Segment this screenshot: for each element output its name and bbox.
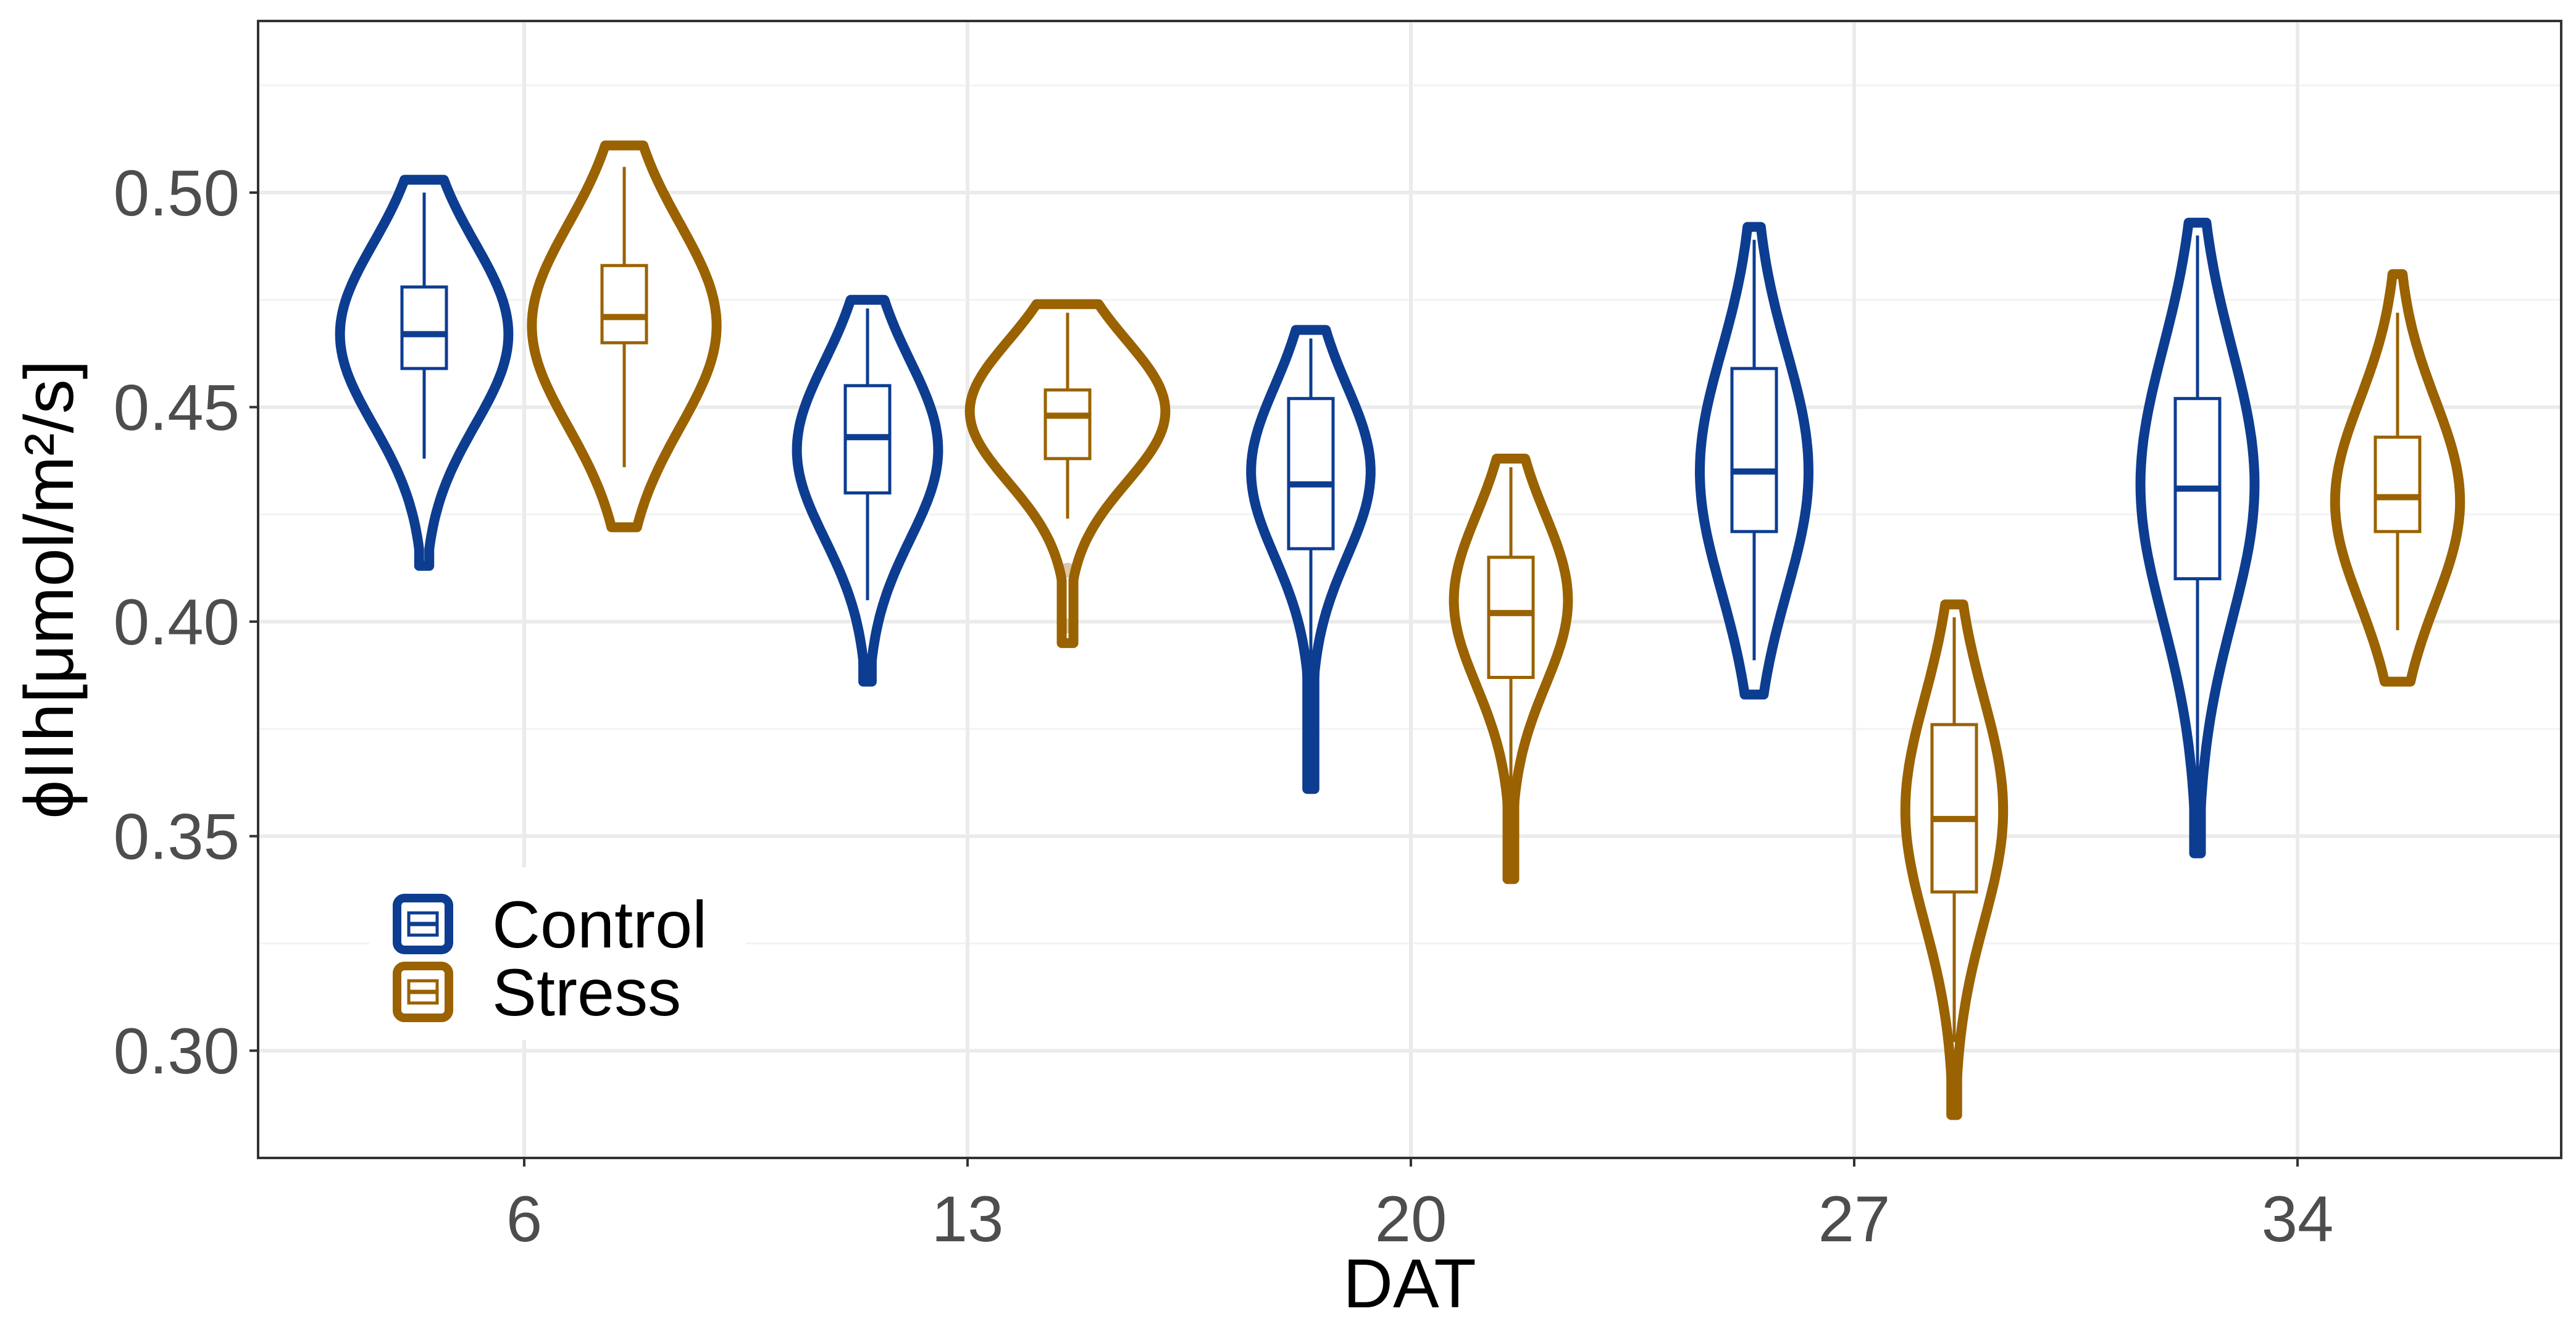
legend-key-stress bbox=[393, 962, 453, 1022]
x-tick-label: 27 bbox=[1818, 1183, 1891, 1255]
outlier-point-stress bbox=[1060, 618, 1075, 634]
violin-group-stress-20 bbox=[1449, 454, 1573, 885]
legend-keys bbox=[393, 894, 453, 1022]
box-stress bbox=[1487, 556, 1535, 679]
legend-label-control: Control bbox=[492, 887, 707, 962]
violin-group-control-34 bbox=[2135, 217, 2260, 859]
y-axis: 0.30 0.35 0.40 0.45 0.50 bbox=[114, 157, 258, 1088]
x-axis: 6 13 20 27 34 bbox=[506, 1158, 2334, 1255]
box-stress bbox=[1043, 388, 1092, 460]
box-stress bbox=[1930, 723, 1978, 894]
y-tick-label: 0.30 bbox=[114, 1015, 240, 1088]
legend: Control Stress bbox=[369, 867, 746, 1040]
x-axis-title: DAT bbox=[1343, 1245, 1476, 1322]
y-tick-label: 0.35 bbox=[114, 801, 240, 873]
x-tick-label: 6 bbox=[506, 1183, 542, 1255]
y-tick-label: 0.45 bbox=[114, 372, 240, 444]
violin-group-control-13 bbox=[792, 294, 943, 687]
x-tick-label: 13 bbox=[932, 1183, 1004, 1255]
violin-group-stress-34 bbox=[2330, 269, 2465, 687]
legend-label-stress: Stress bbox=[492, 955, 681, 1030]
x-tick-label: 34 bbox=[2262, 1183, 2334, 1255]
y-tick-label: 0.40 bbox=[114, 586, 240, 659]
violin-group-stress-6 bbox=[527, 140, 722, 533]
violin-group-control-6 bbox=[335, 175, 514, 571]
y-tick-label: 0.50 bbox=[114, 157, 240, 230]
box-stress bbox=[600, 264, 648, 344]
box-control bbox=[400, 285, 448, 370]
outlier-point-stress bbox=[1060, 562, 1075, 578]
violins bbox=[335, 140, 2465, 1120]
violin-group-stress-27 bbox=[1900, 599, 2009, 1120]
violin-group-control-27 bbox=[1695, 222, 1813, 700]
box-control bbox=[1730, 367, 1778, 533]
legend-key-control bbox=[393, 894, 453, 954]
x-tick-label: 20 bbox=[1375, 1183, 1447, 1255]
violin-group-stress-13 bbox=[964, 299, 1171, 648]
violin-group-control-20 bbox=[1246, 325, 1376, 794]
y-axis-title: ϕIIh[μmol/m²/s] bbox=[10, 360, 88, 818]
box-stress bbox=[2373, 435, 2422, 533]
box-control bbox=[1287, 397, 1335, 551]
